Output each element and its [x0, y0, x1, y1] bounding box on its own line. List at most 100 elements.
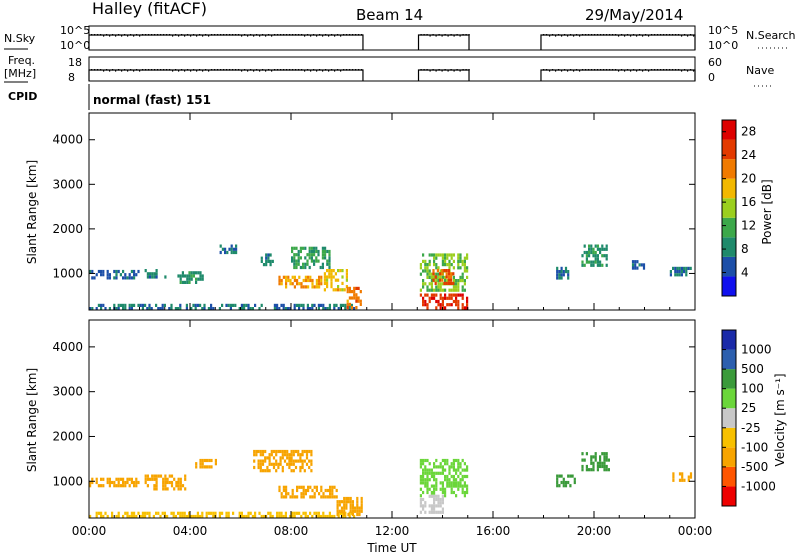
- colorbar-swatch: [722, 198, 736, 218]
- heatmap-cell: [170, 303, 173, 307]
- heatmap-cell: [463, 288, 466, 292]
- heatmap-cell: [255, 453, 258, 457]
- heatmap-cell: [322, 514, 325, 519]
- nsky-dot: [124, 34, 126, 36]
- heatmap-cell: [569, 484, 572, 488]
- heatmap-cell: [117, 514, 120, 519]
- heatmap-cell: [144, 477, 147, 481]
- heatmap-cell: [437, 288, 440, 292]
- freq-dot: [214, 69, 216, 71]
- heatmap-cell: [124, 307, 127, 311]
- heatmap-cell: [163, 511, 166, 515]
- heatmap-cell: [300, 492, 303, 496]
- heatmap-cell: [441, 296, 444, 300]
- heatmap-cell: [122, 477, 125, 481]
- heatmap-cell: [466, 474, 469, 479]
- heatmap-cell: [437, 303, 440, 307]
- heatmap-cell: [430, 494, 433, 498]
- heatmap-cell: [207, 307, 210, 311]
- heatmap-cell: [596, 464, 599, 469]
- heatmap-cell: [128, 477, 131, 481]
- heatmap-cell: [426, 269, 429, 273]
- heatmap-cell: [297, 262, 300, 266]
- heatmap-cell: [318, 492, 321, 496]
- heatmap-cell: [596, 461, 599, 465]
- heatmap-cell: [433, 253, 436, 257]
- heatmap-cell: [567, 273, 570, 277]
- heatmap-cell: [227, 303, 230, 307]
- heatmap-cell: [441, 269, 444, 273]
- heatmap-cell: [266, 469, 269, 473]
- nsky-label: N.Sky: [4, 32, 36, 45]
- freq-dot: [310, 70, 312, 72]
- nsky-panel: [88, 25, 696, 51]
- heatmap-cell: [424, 269, 427, 273]
- heatmap-cell: [195, 462, 198, 466]
- heatmap-cell: [433, 293, 436, 297]
- heatmap-cell: [281, 469, 284, 473]
- nsky-dot: [683, 34, 686, 36]
- freq-dot: [274, 69, 276, 71]
- heatmap-cell: [680, 273, 683, 277]
- heatmap-cell: [678, 472, 682, 476]
- heatmap-cell: [305, 462, 309, 466]
- x-tick-label: 04:00: [173, 524, 208, 538]
- heatmap-cell: [130, 269, 133, 274]
- freq-dot: [127, 70, 129, 72]
- y-tick-label: 3000: [52, 177, 83, 191]
- heatmap-cell: [272, 449, 276, 454]
- x-tick-label: 08:00: [274, 524, 309, 538]
- nsky-dot: [196, 35, 198, 37]
- heatmap-cell: [455, 468, 458, 472]
- heatmap-cell: [455, 494, 458, 498]
- heatmap-cell: [285, 275, 288, 279]
- heatmap-cell: [448, 478, 451, 482]
- heatmap-cell: [459, 256, 462, 260]
- heatmap-cell: [672, 266, 675, 270]
- heatmap-cell: [441, 275, 444, 279]
- heatmap-cell: [349, 506, 352, 510]
- heatmap-cell: [562, 273, 565, 277]
- heatmap-cell: [345, 496, 348, 501]
- freq-dot: [653, 69, 656, 71]
- nsky-dot: [563, 34, 566, 36]
- heatmap-cell: [466, 275, 469, 279]
- heatmap-cell: [259, 465, 262, 470]
- heatmap-cell: [313, 511, 316, 515]
- heatmap-cell: [681, 472, 684, 476]
- heatmap-cell: [461, 296, 464, 300]
- heatmap-cell: [457, 263, 460, 267]
- heatmap-cell: [172, 514, 175, 519]
- heatmap-cell: [124, 480, 127, 485]
- x-tick-label: 16:00: [476, 524, 511, 538]
- heatmap-cell: [295, 262, 298, 266]
- colorbar-swatch: [722, 178, 736, 199]
- freq-dot: [599, 69, 602, 71]
- nsky-dot: [304, 35, 306, 37]
- heatmap-cell: [354, 506, 357, 510]
- freq-dot: [316, 70, 318, 72]
- freq-dot: [247, 70, 249, 72]
- nsky-dot: [163, 34, 165, 36]
- heatmap-cell: [265, 256, 268, 260]
- heatmap-cell: [457, 468, 460, 472]
- heatmap-cell: [300, 303, 303, 307]
- heatmap-cell: [430, 279, 433, 283]
- nsky-dot: [572, 35, 575, 37]
- nsky-dot: [635, 35, 638, 37]
- heatmap-cell: [201, 274, 204, 278]
- heatmap-cell: [564, 266, 568, 270]
- heatmap-cell: [313, 253, 316, 257]
- heatmap-cell: [234, 303, 237, 307]
- heatmap-cell: [174, 514, 177, 519]
- heatmap-cell: [299, 256, 302, 260]
- heatmap-cell: [317, 303, 320, 307]
- heatmap-cell: [358, 512, 361, 517]
- heatmap-cell: [443, 269, 446, 273]
- heatmap-cell: [567, 474, 570, 478]
- heatmap-cell: [450, 281, 453, 285]
- heatmap-cell: [435, 299, 438, 304]
- heatmap-cell: [437, 504, 440, 508]
- heatmap-cell: [329, 488, 332, 493]
- nsky-dot: [295, 34, 297, 36]
